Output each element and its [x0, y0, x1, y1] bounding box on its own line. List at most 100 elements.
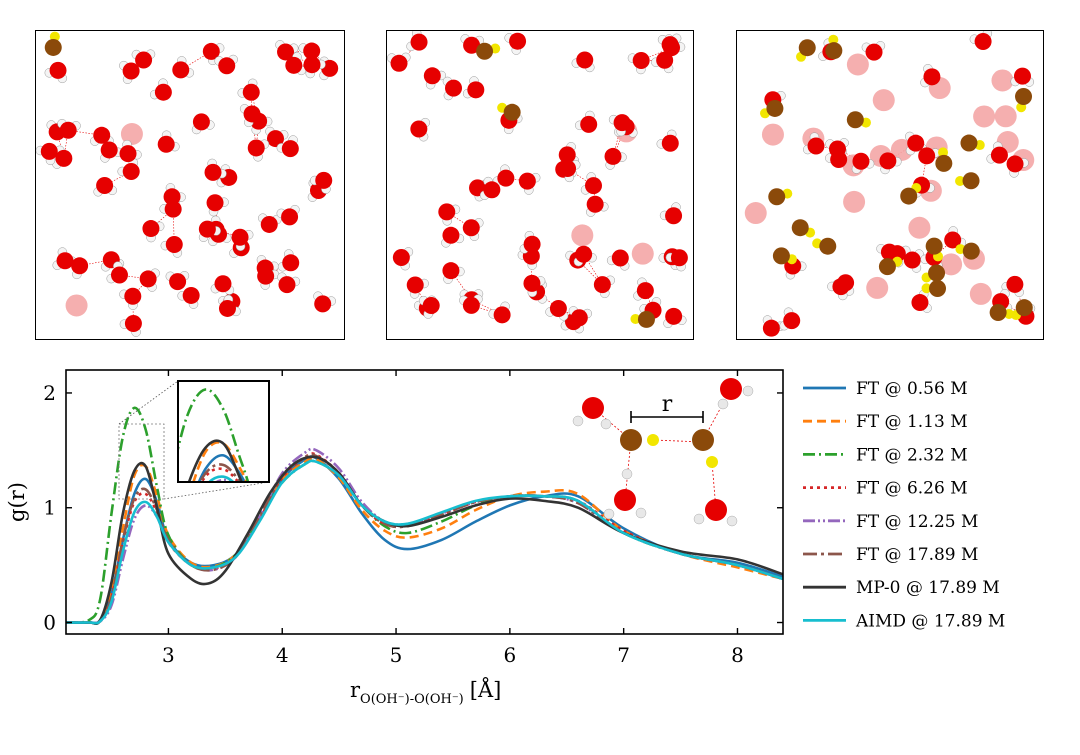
hydroxide-hydrogen: [938, 147, 949, 158]
hydroxide-oxygen: [620, 429, 642, 451]
water-oxygen: [198, 220, 216, 238]
hydroxide-oxygen: [44, 38, 62, 56]
water-oxygen: [182, 286, 200, 304]
hydroxide-oxygen: [929, 280, 947, 298]
water-oxygen: [231, 228, 249, 246]
water-oxygen: [497, 169, 515, 187]
water-oxygen: [661, 134, 679, 152]
water-oxygen: [314, 295, 332, 313]
x-tick-label: 3: [162, 643, 175, 667]
series-line-ft-0-56-m: [66, 455, 783, 625]
water-oxygen: [636, 282, 654, 300]
water-oxygen: [584, 177, 602, 195]
water-oxygen: [586, 195, 604, 213]
water-oxygen: [281, 208, 299, 226]
water-oxygen: [410, 120, 428, 138]
water-oxygen: [570, 309, 588, 327]
hydroxide-oxygen: [962, 172, 980, 190]
water-oxygen: [135, 51, 153, 69]
hydroxide-hydrogen: [828, 34, 839, 45]
hydroxide-oxygen: [900, 187, 918, 205]
water-oxygen: [410, 33, 428, 51]
water-oxygen: [604, 147, 622, 165]
r-label: r: [662, 392, 673, 417]
water-oxygen: [163, 188, 181, 206]
water-oxygen: [879, 152, 897, 170]
water-oxygen: [923, 68, 941, 86]
water-oxygen: [164, 200, 182, 218]
x-tick-label: 5: [390, 643, 403, 667]
hydroxide-oxygen: [692, 429, 714, 451]
series-line-ft-12-25-m: [66, 447, 783, 625]
zoom-inset-series: [178, 388, 250, 482]
water-oxygen: [493, 306, 511, 324]
sodium-ion: [866, 276, 889, 299]
water-oxygen: [423, 67, 441, 85]
water-oxygen: [49, 61, 67, 79]
water-oxygen: [122, 163, 140, 181]
water-oxygen: [1013, 67, 1031, 85]
legend-label: FT @ 17.89 M: [856, 545, 978, 565]
water-oxygen: [509, 32, 527, 50]
hydroxide-oxygen: [503, 103, 521, 121]
water-oxygen: [852, 152, 870, 170]
water-oxygen: [71, 257, 89, 275]
sodium-ion: [908, 216, 931, 239]
hydroxide-oxygen: [928, 264, 946, 282]
x-axis-label-main: r: [350, 678, 361, 702]
sodium-ion: [120, 122, 143, 145]
hydroxide-oxygen: [925, 237, 943, 255]
water-oxygen: [575, 245, 593, 263]
hydroxide-oxygen: [935, 154, 953, 172]
water-oxygen: [206, 194, 224, 212]
water-oxygen: [1006, 275, 1024, 293]
water-oxygen: [100, 141, 118, 159]
water-oxygen: [463, 36, 481, 54]
water-oxygen: [613, 114, 631, 132]
water-oxygen: [865, 43, 883, 61]
series-line-ft-1-13-m: [66, 456, 783, 625]
sodium-ion: [631, 242, 654, 265]
hydroxide-oxygen: [476, 42, 494, 60]
water-oxygen: [783, 312, 801, 330]
hydroxide-oxygen: [637, 310, 655, 328]
water-oxygen: [192, 113, 210, 131]
hydroxide-oxygen: [772, 247, 790, 265]
water-oxygen: [59, 121, 77, 139]
water-oxygen: [974, 33, 992, 51]
sodium-ion: [843, 190, 866, 213]
sodium-ion: [991, 69, 1014, 92]
legend-label: FT @ 12.25 M: [856, 512, 978, 532]
water-oxygen: [918, 147, 936, 165]
water-oxygen: [93, 126, 111, 144]
hydroxide-hydrogen: [630, 313, 641, 324]
hydroxide-hydrogen: [921, 283, 932, 294]
hydroxide-oxygen: [798, 39, 816, 57]
water-oxygen: [266, 130, 284, 148]
x-axis-label: rO(OH⁻)-O(OH⁻) [Å]: [350, 677, 501, 707]
water-oxygen: [422, 297, 440, 314]
water-oxygen: [611, 249, 629, 267]
water-oxygen: [247, 139, 265, 157]
water-oxygen: [169, 273, 187, 291]
series-line-ft-2-32-m: [66, 406, 783, 624]
hydroxide-oxygen: [960, 134, 978, 152]
legend-label: AIMD @ 17.89 M: [855, 611, 1005, 631]
water-oxygen: [661, 36, 679, 54]
hydroxide-oxygen: [878, 258, 896, 276]
water-oxygen: [720, 378, 742, 400]
series-line-ft-6-26-m: [66, 452, 783, 625]
water-oxygen: [303, 56, 321, 74]
water-oxygen: [442, 226, 460, 244]
water-oxygen: [218, 57, 236, 75]
water-oxygen: [467, 81, 485, 99]
water-oxygen: [1006, 155, 1024, 173]
water-oxygen: [549, 300, 567, 318]
zoom-series-line-ft-17-89-m: [198, 463, 242, 482]
sodium-ion: [761, 123, 784, 146]
water-oxygen: [944, 231, 962, 249]
y-tick-label: 1: [43, 496, 56, 520]
legend-label: FT @ 2.32 M: [856, 445, 968, 465]
hydroxide-oxygen: [791, 219, 809, 237]
